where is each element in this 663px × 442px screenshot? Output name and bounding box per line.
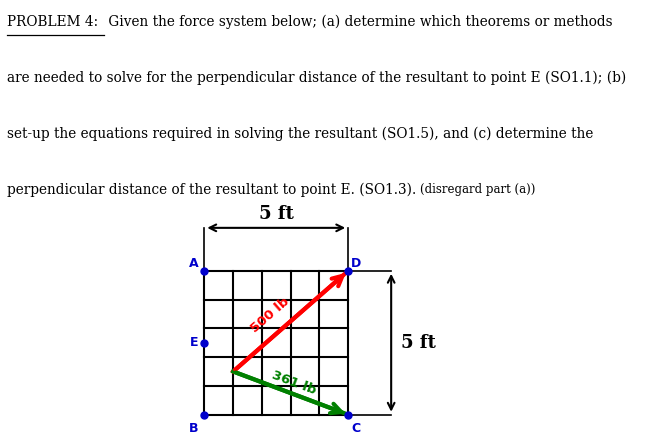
Text: 500 lb: 500 lb bbox=[249, 295, 292, 335]
Text: D: D bbox=[351, 256, 361, 270]
Text: perpendicular distance of the resultant to point E. (SO1.3).: perpendicular distance of the resultant … bbox=[7, 183, 416, 198]
Text: Given the force system below; (a) determine which theorems or methods: Given the force system below; (a) determ… bbox=[104, 15, 613, 29]
Text: 5 ft: 5 ft bbox=[401, 334, 436, 352]
Text: 5 ft: 5 ft bbox=[259, 205, 294, 223]
Text: 361 lb: 361 lb bbox=[271, 369, 318, 397]
Text: PROBLEM 4:: PROBLEM 4: bbox=[7, 15, 97, 29]
Text: (disregard part (a)): (disregard part (a)) bbox=[420, 183, 536, 196]
Text: are needed to solve for the perpendicular distance of the resultant to point E (: are needed to solve for the perpendicula… bbox=[7, 71, 626, 85]
Text: A: A bbox=[189, 256, 199, 270]
Text: C: C bbox=[351, 422, 360, 435]
Text: set-up the equations required in solving the resultant (SO1.5), and (c) determin: set-up the equations required in solving… bbox=[7, 127, 593, 141]
Text: B: B bbox=[189, 422, 199, 435]
Text: E: E bbox=[190, 336, 199, 349]
